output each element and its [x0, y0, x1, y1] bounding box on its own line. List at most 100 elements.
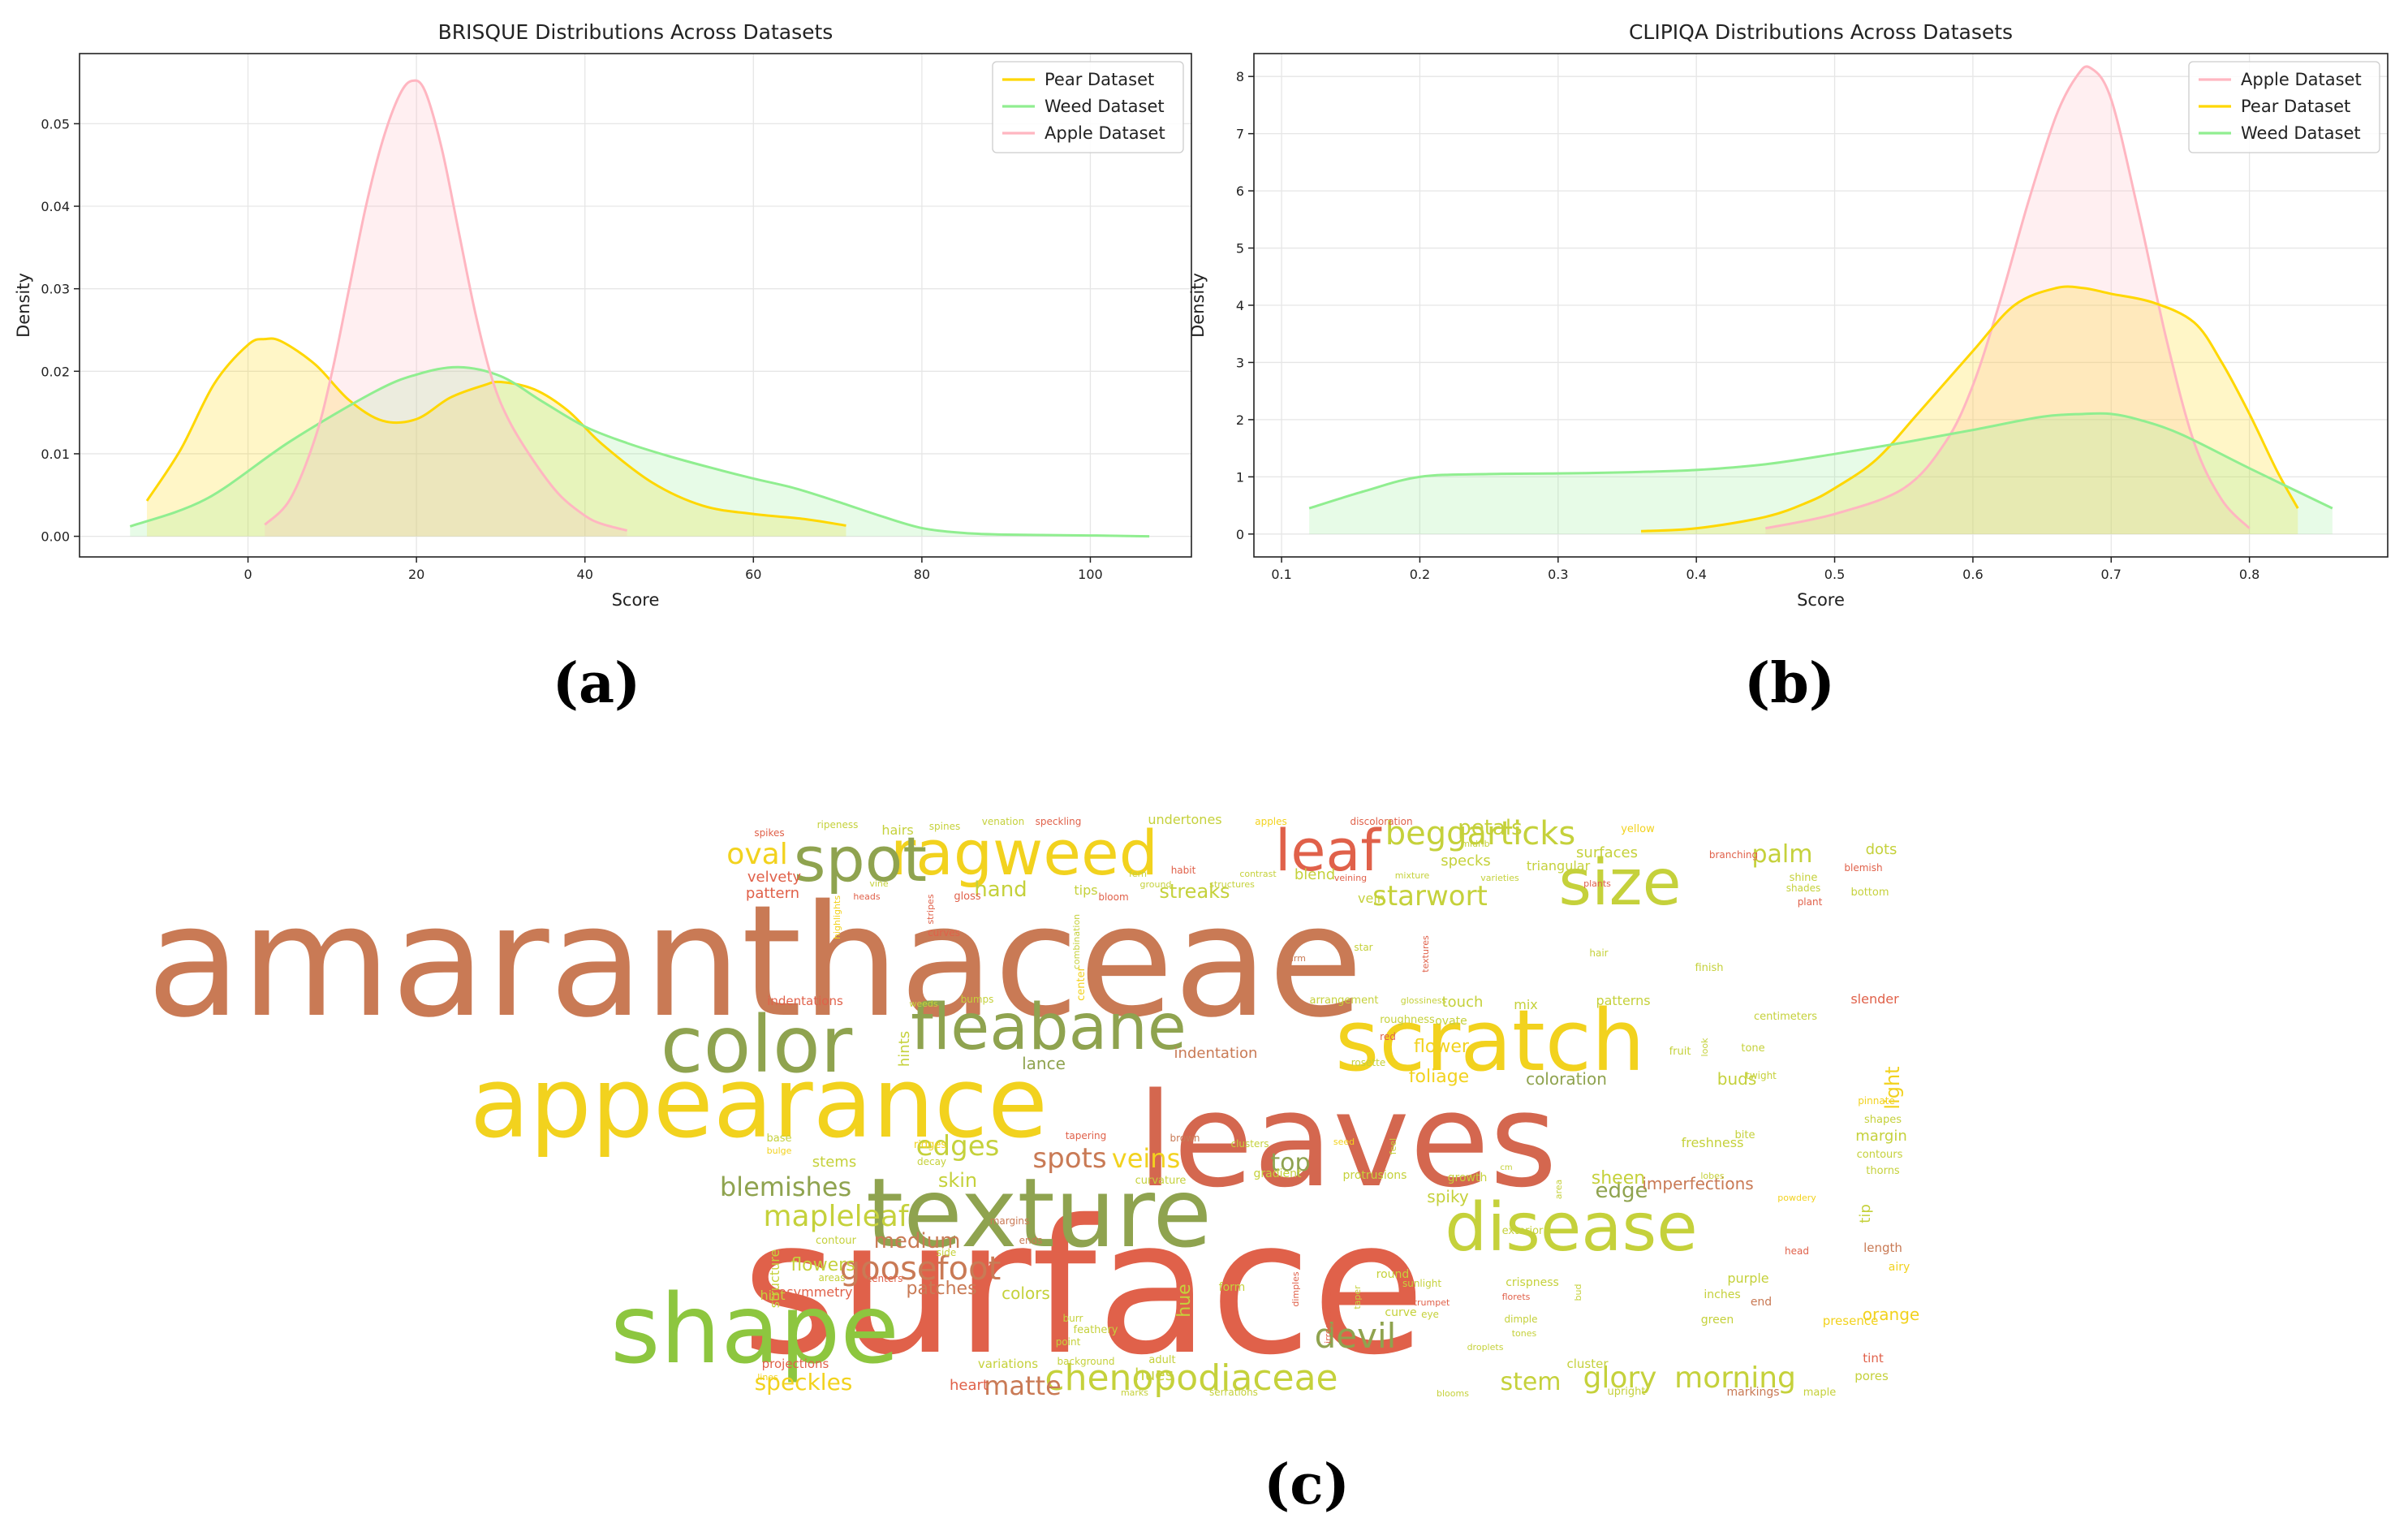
word-amaranthaceae: amaranthaceae — [147, 872, 1363, 1051]
word-point: point — [1056, 1336, 1081, 1348]
x-tick-label: 0.8 — [2239, 567, 2259, 582]
word-arrangement: arrangement — [1310, 995, 1379, 1007]
x-tick-label: 0.5 — [1824, 567, 1845, 582]
word-curve: curve — [1385, 1306, 1416, 1319]
y-tick-label: 0 — [1236, 527, 1244, 542]
y-tick-label: 0.02 — [41, 364, 70, 379]
x-tick-label: 0.4 — [1686, 567, 1706, 582]
word-colors: colors — [1002, 1284, 1050, 1303]
series-area-weed-dataset — [130, 367, 1150, 537]
y-tick-label: 5 — [1236, 241, 1244, 257]
word-heads: heads — [853, 891, 880, 902]
word-base: base — [767, 1133, 792, 1145]
word-tips: tips — [1074, 882, 1097, 898]
word-airy: airy — [1889, 1261, 1910, 1274]
x-tick-label: 0.6 — [1962, 567, 1983, 582]
word-finish: finish — [1695, 962, 1723, 974]
word-contrast: contrast — [1239, 869, 1277, 879]
panel-label-c: (c) — [1264, 1452, 1350, 1517]
word-heart: heart — [950, 1377, 989, 1394]
word-florets: florets — [1502, 1292, 1531, 1302]
word-hairs: hairs — [881, 822, 913, 838]
word-blooms: blooms — [1437, 1388, 1469, 1399]
series-line-pear-dataset — [145, 337, 846, 527]
legend-box — [2188, 61, 2380, 153]
word-cluster: cluster — [1566, 1357, 1609, 1371]
word-ovate: ovate — [1435, 1015, 1467, 1028]
word-dimple: dimple — [1505, 1314, 1538, 1325]
word-midrib: midrib — [1461, 839, 1489, 849]
series-area-apple-dataset — [265, 80, 627, 537]
word-decay: decay — [917, 1156, 946, 1167]
word-dimples: dimples — [1290, 1271, 1301, 1307]
word-velvety: velvety — [747, 869, 802, 886]
word-centimeters: centimeters — [1754, 1011, 1817, 1023]
word-spot: spot — [794, 823, 927, 895]
word-hues: hues — [1135, 1365, 1174, 1384]
y-tick-label: 8 — [1236, 69, 1244, 84]
word-hint: hint — [760, 1288, 786, 1303]
word-adult: adult — [1148, 1354, 1175, 1366]
series-line-weed-dataset — [1308, 412, 2333, 510]
word-brown: brown — [1170, 1133, 1200, 1144]
word-leaves: leaves — [1137, 1064, 1557, 1216]
y-tick-label: 0.03 — [41, 282, 70, 297]
word-taper: taper — [1352, 1285, 1363, 1309]
series-area-pear-dataset — [147, 338, 846, 537]
word-coloration: coloration — [1526, 1069, 1607, 1089]
word-patterns: patterns — [1596, 993, 1650, 1008]
word-twight: twight — [1746, 1070, 1777, 1081]
word-trumpet: trumpet — [1414, 1297, 1450, 1308]
word-morning: morning — [1674, 1361, 1796, 1395]
word-habit: habit — [1171, 865, 1196, 876]
word-feathery: feathery — [1074, 1324, 1118, 1336]
x-tick-label: 0.3 — [1548, 567, 1568, 582]
word-slender: slender — [1850, 991, 1899, 1007]
word-indentation: indentation — [1174, 1045, 1258, 1062]
word-side: side — [937, 1247, 957, 1258]
word-gloss: gloss — [954, 891, 981, 903]
legend: Pear Dataset Weed Dataset Apple Dataset — [992, 61, 1184, 153]
word-form: form — [1219, 1281, 1246, 1294]
word-lance: lance — [1022, 1054, 1066, 1073]
word-combination: combination — [1071, 914, 1082, 969]
chart-title: CLIPIQA Distributions Across Datasets — [1629, 20, 2013, 44]
word-serrations: serrations — [1209, 1387, 1258, 1398]
word-bloom: bloom — [1098, 891, 1128, 903]
series-line-weed-dataset — [129, 365, 1150, 538]
word-yellow: yellow — [1621, 823, 1655, 835]
x-tick-label: 100 — [1078, 567, 1103, 582]
legend-label: Pear Dataset — [2241, 97, 2350, 116]
word-burr: burr — [1063, 1313, 1083, 1324]
word-medium: medium — [874, 1229, 961, 1253]
word-ripeness: ripeness — [817, 819, 859, 831]
series-area-pear-dataset — [1641, 287, 2298, 534]
word-appearance: appearance — [470, 1047, 1048, 1160]
series-area-weed-dataset — [1309, 413, 2333, 534]
series-line-apple-dataset — [264, 79, 628, 532]
word-irregularities: irregularities — [1323, 1287, 1333, 1344]
x-tick-label: 0 — [243, 567, 252, 582]
word-tones: tones — [1512, 1328, 1537, 1339]
word-margins: margins — [990, 1215, 1030, 1227]
word-pores: pores — [1854, 1369, 1889, 1383]
word-hair: hair — [1589, 947, 1608, 959]
word-length: length — [1863, 1240, 1902, 1255]
word-hand: hand — [974, 878, 1027, 902]
word-stems: stems — [812, 1154, 856, 1171]
word-firm: firm — [1288, 953, 1306, 964]
word-gradient: gradient — [1254, 1167, 1302, 1180]
word-light: light — [1881, 1066, 1904, 1109]
word-end: end — [1751, 1296, 1772, 1309]
word-pinnate: pinnate — [1858, 1095, 1895, 1107]
word-bottom: bottom — [1850, 887, 1889, 899]
x-tick-label: 60 — [745, 567, 761, 582]
series-line-apple-dataset — [1765, 65, 2251, 530]
word-mixture: mixture — [1395, 870, 1430, 881]
word-cm: cm — [1500, 1163, 1512, 1172]
word-red: red — [1380, 1031, 1396, 1042]
word-starwort: starwort — [1372, 880, 1488, 913]
x-tick-label: 40 — [577, 567, 593, 582]
legend-label: Apple Dataset — [1045, 123, 1165, 143]
chart-title: BRISQUE Distributions Across Datasets — [438, 20, 834, 44]
